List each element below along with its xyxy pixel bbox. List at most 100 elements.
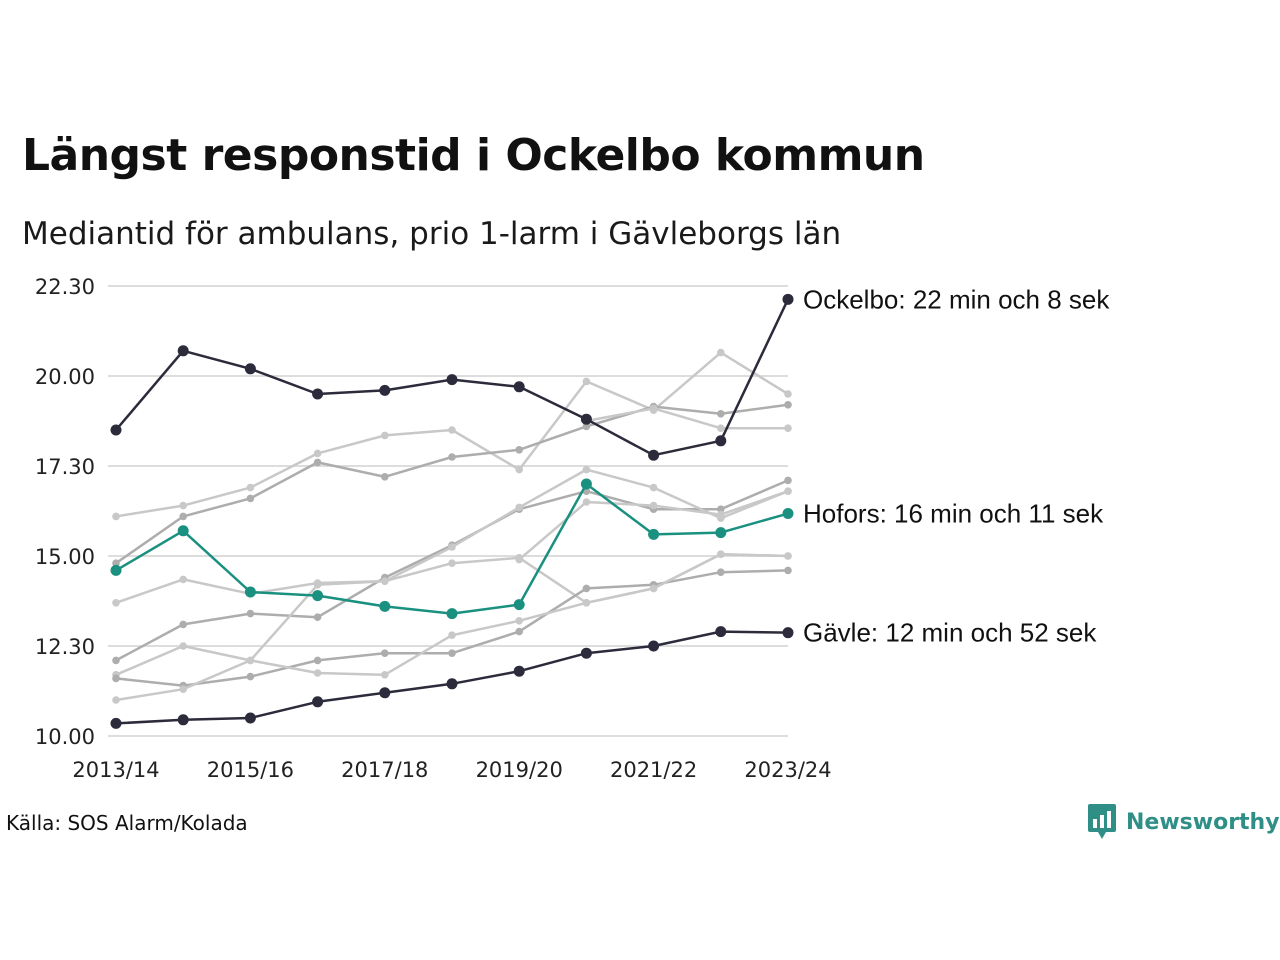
data-point <box>784 487 792 496</box>
x-axis: 2013/14 2015/16 2017/18 2019/20 2021/22 2023/… <box>72 758 831 782</box>
data-point <box>179 620 187 629</box>
data-point <box>244 363 256 375</box>
series-labels: Ockelbo: 22 min och 8 sek Hofors: 16 min … <box>803 284 1110 647</box>
data-point <box>379 600 391 612</box>
data-point <box>513 381 525 393</box>
data-point <box>580 478 592 490</box>
x-tick-label: 2019/20 <box>476 758 563 782</box>
data-point <box>582 498 591 506</box>
data-point <box>179 512 187 521</box>
x-tick-label: 2023/24 <box>744 758 831 782</box>
data-point <box>179 642 187 650</box>
series-other <box>112 348 792 521</box>
series-other <box>112 550 792 704</box>
data-point <box>582 377 591 386</box>
data-point <box>782 627 794 639</box>
data-point <box>448 631 456 639</box>
data-point <box>715 435 727 447</box>
series-line <box>586 407 788 430</box>
data-point <box>648 528 660 540</box>
data-point <box>782 293 794 305</box>
x-tick-label: 2017/18 <box>341 758 428 782</box>
data-point <box>312 590 324 602</box>
data-point <box>784 390 792 398</box>
data-point <box>177 345 189 357</box>
data-point <box>717 568 725 576</box>
data-point <box>446 374 458 386</box>
data-point <box>580 413 592 425</box>
data-point <box>648 449 660 461</box>
data-point <box>448 559 456 567</box>
data-point <box>784 566 792 575</box>
data-point <box>582 584 591 593</box>
data-point <box>649 404 658 413</box>
data-point <box>112 599 120 607</box>
data-point <box>582 422 591 431</box>
data-point <box>717 510 725 519</box>
data-point <box>313 458 322 467</box>
data-point <box>649 483 658 492</box>
data-point <box>649 584 658 593</box>
data-point <box>312 388 324 400</box>
data-point <box>246 672 255 681</box>
data-point <box>379 384 391 396</box>
data-point <box>179 685 187 693</box>
data-point <box>179 575 187 584</box>
series-hofors <box>110 478 794 620</box>
data-point <box>717 348 725 357</box>
chart-subtitle: Mediantid för ambulans, prio 1-larm i Gä… <box>22 216 842 252</box>
data-point <box>649 501 658 510</box>
y-axis: 10.00 12.30 15.00 17.30 20.00 22.30 <box>35 275 95 749</box>
data-point <box>446 608 458 620</box>
y-tick-label: 10.00 <box>35 725 95 749</box>
data-point <box>112 674 120 683</box>
series-ockelbo <box>110 293 794 461</box>
newsworthy-logo-icon <box>1088 804 1116 839</box>
data-point <box>112 696 120 704</box>
data-point <box>513 599 525 611</box>
chart-title: Längst responstid i Ockelbo kommun <box>22 130 925 181</box>
data-point <box>582 599 591 607</box>
data-point <box>246 656 255 665</box>
data-point <box>648 640 660 652</box>
data-point <box>244 586 256 598</box>
data-point <box>112 656 120 665</box>
data-point <box>381 649 389 657</box>
series-end-label: Hofors: 16 min och 11 sek <box>803 499 1104 529</box>
data-point <box>580 647 592 659</box>
data-point <box>381 431 389 440</box>
series-other <box>112 401 792 567</box>
data-point <box>448 426 456 434</box>
data-point <box>717 550 725 558</box>
data-point <box>784 424 792 433</box>
series-gävle <box>110 626 794 729</box>
data-point <box>110 717 122 729</box>
x-tick-label: 2013/14 <box>72 758 159 782</box>
series-other <box>515 487 792 564</box>
data-point <box>515 465 523 474</box>
data-point <box>513 665 525 677</box>
brand-name: Newsworthy <box>1126 809 1280 835</box>
x-tick-label: 2021/22 <box>610 758 697 782</box>
brand-logo[interactable]: Newsworthy <box>1088 804 1280 840</box>
data-point <box>313 656 322 665</box>
data-point <box>381 671 389 679</box>
data-point <box>784 401 792 409</box>
data-point <box>312 696 324 708</box>
data-point <box>381 473 389 481</box>
data-point <box>179 501 187 510</box>
data-point <box>246 483 255 492</box>
data-point <box>515 554 523 562</box>
data-point <box>582 465 591 474</box>
data-point <box>515 446 523 454</box>
data-point <box>784 552 792 560</box>
data-point <box>313 449 322 458</box>
y-tick-label: 15.00 <box>35 545 95 569</box>
data-point <box>515 503 523 512</box>
data-point <box>313 613 322 621</box>
series-line <box>115 552 789 702</box>
data-point <box>717 424 725 433</box>
data-point <box>782 508 794 520</box>
data-point <box>246 609 255 618</box>
